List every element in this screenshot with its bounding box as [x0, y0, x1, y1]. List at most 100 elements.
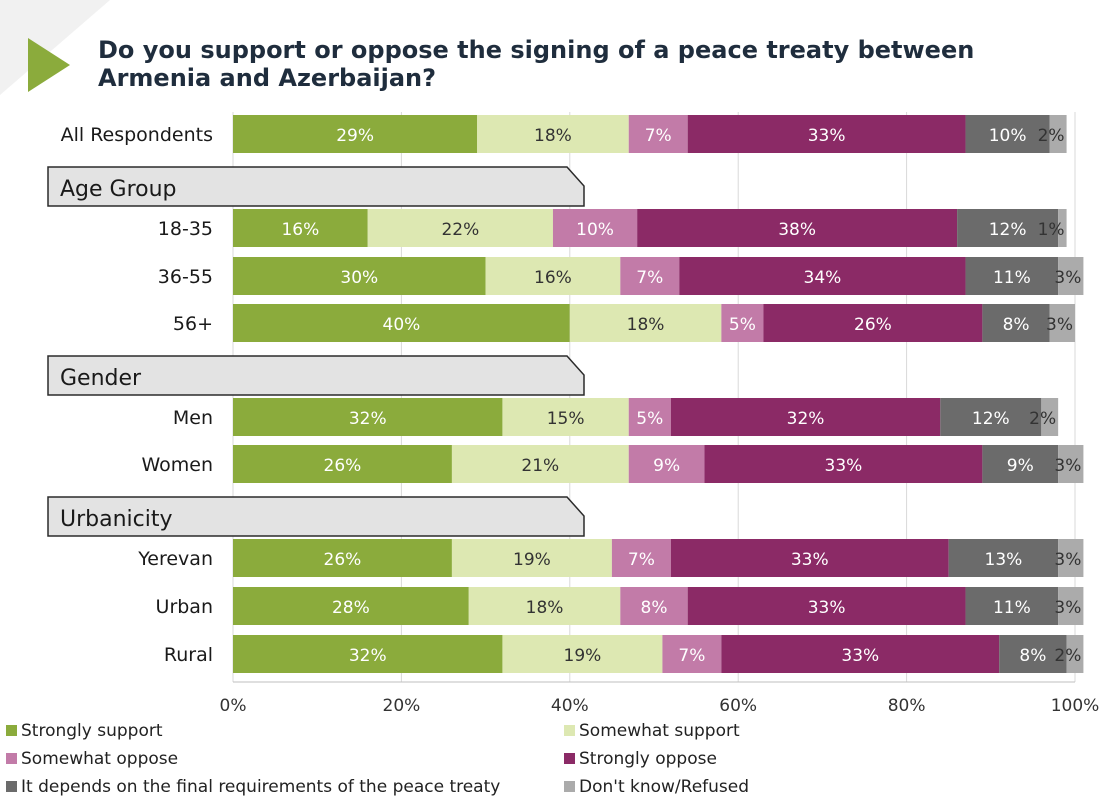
- data-label: 5%: [636, 409, 663, 429]
- legend-item: Strongly support: [6, 721, 163, 741]
- bar-segment-strongly-oppose: [721, 635, 1000, 673]
- bar-segment-depends: [999, 635, 1067, 673]
- data-label: 30%: [340, 268, 378, 288]
- bar-segment-strongly-support: [233, 445, 452, 483]
- legend-item: Somewhat oppose: [6, 749, 178, 769]
- bar-segment-depends: [982, 445, 1059, 483]
- x-tick-label: 20%: [383, 696, 421, 716]
- data-label: 15%: [547, 409, 585, 429]
- bar-segment-dont-know: [1041, 398, 1059, 436]
- legend-swatch: [6, 753, 17, 764]
- legend-label: Don't know/Refused: [579, 777, 750, 797]
- bar-segment-strongly-support: [233, 304, 570, 342]
- bar-segment-strongly-oppose: [704, 445, 983, 483]
- bar-segment-somewhat-support: [477, 115, 629, 153]
- bar-segment-depends: [957, 209, 1059, 247]
- data-label: 18%: [627, 315, 665, 335]
- legend-swatch: [564, 725, 575, 736]
- data-label: 10%: [576, 220, 614, 240]
- data-label: 29%: [336, 126, 374, 146]
- bar-segment-depends: [940, 398, 1042, 436]
- bar-segment-strongly-support: [233, 115, 478, 153]
- bar-segment-somewhat-oppose: [620, 587, 688, 625]
- x-tick-label: 60%: [719, 696, 757, 716]
- data-label: 12%: [972, 409, 1010, 429]
- data-label: 19%: [513, 550, 551, 570]
- data-label: 12%: [989, 220, 1027, 240]
- legend-swatch: [564, 781, 575, 792]
- data-label: 7%: [628, 550, 655, 570]
- legend-label: It depends on the final requirements of …: [21, 777, 501, 797]
- stacked-bar-chart: 0% 20% 40% 60% 80% 100% All Respondents 29% 18% 7…: [47, 112, 1100, 716]
- row-label: Women: [141, 454, 213, 476]
- bar-segment-somewhat-oppose: [628, 398, 671, 436]
- chart-title: Do you support or oppose the signing of …: [98, 36, 975, 92]
- x-tick-label: 0%: [220, 696, 247, 716]
- data-label: 5%: [729, 315, 756, 335]
- x-tick-label: 100%: [1051, 696, 1100, 716]
- data-label: 8%: [641, 598, 668, 618]
- bar-segment-strongly-oppose: [687, 115, 966, 153]
- background-decoration: [0, 0, 110, 95]
- group-header-label: Urbanicity: [60, 507, 173, 532]
- data-label: 7%: [645, 126, 672, 146]
- bar-segment-somewhat-support: [451, 539, 612, 577]
- data-label: 38%: [778, 220, 816, 240]
- bar-segment-somewhat-oppose: [620, 257, 680, 295]
- data-label: 32%: [349, 409, 387, 429]
- bar-segment-somewhat-oppose: [721, 304, 764, 342]
- bar-segment-strongly-support: [233, 539, 452, 577]
- data-label: 21%: [521, 456, 559, 476]
- data-label: 22%: [441, 220, 479, 240]
- bar-segment-strongly-support: [233, 209, 368, 247]
- data-label: 3%: [1054, 456, 1081, 476]
- bar-segment-strongly-oppose: [763, 304, 983, 342]
- row-label: All Respondents: [61, 124, 213, 146]
- data-label: 3%: [1054, 598, 1081, 618]
- data-label: 2%: [1029, 409, 1056, 429]
- legend-item: Somewhat support: [564, 721, 740, 741]
- row-label: Yerevan: [137, 548, 213, 570]
- bar-segment-somewhat-support: [569, 304, 722, 342]
- bar-segment-strongly-oppose: [670, 539, 949, 577]
- bar-segment-strongly-support: [233, 587, 469, 625]
- data-label: 16%: [281, 220, 319, 240]
- data-label: 28%: [332, 598, 370, 618]
- bar-segment-dont-know: [1049, 115, 1067, 153]
- group-header-label: Gender: [60, 366, 142, 391]
- data-label: 11%: [993, 598, 1031, 618]
- data-label: 18%: [534, 126, 572, 146]
- data-label: 10%: [989, 126, 1027, 146]
- legend-item: Strongly oppose: [564, 749, 717, 769]
- bar-segment-somewhat-oppose: [662, 635, 722, 673]
- bar-segment-dont-know: [1058, 539, 1084, 577]
- group-header-tab: [47, 166, 585, 207]
- bar-segment-somewhat-support: [367, 209, 553, 247]
- bar-segment-somewhat-support: [451, 445, 629, 483]
- data-label: 11%: [993, 268, 1031, 288]
- data-label: 26%: [324, 550, 362, 570]
- legend-swatch: [6, 781, 17, 792]
- bar-segment-somewhat-support: [485, 257, 621, 295]
- data-label: 33%: [841, 646, 879, 666]
- data-label: 40%: [383, 315, 421, 335]
- legend-swatch: [6, 725, 17, 736]
- data-label: 2%: [1038, 126, 1065, 146]
- data-label: 9%: [653, 456, 680, 476]
- bar-segment-depends: [965, 257, 1059, 295]
- bar-segment-strongly-oppose: [679, 257, 966, 295]
- data-label: 8%: [1003, 315, 1030, 335]
- group-header-label: Age Group: [60, 177, 177, 202]
- legend-label: Strongly oppose: [579, 749, 717, 769]
- bar-segment-strongly-oppose: [687, 587, 966, 625]
- data-label: 26%: [854, 315, 892, 335]
- row-label: Urban: [156, 596, 213, 618]
- bar-segment-somewhat-support: [502, 635, 663, 673]
- data-label: 8%: [1019, 646, 1046, 666]
- data-label: 33%: [825, 456, 863, 476]
- bar-segment-dont-know: [1049, 304, 1075, 342]
- row-label: Rural: [164, 644, 213, 666]
- row-label: 18-35: [158, 218, 213, 240]
- data-label: 32%: [787, 409, 825, 429]
- bar-segment-somewhat-support: [468, 587, 621, 625]
